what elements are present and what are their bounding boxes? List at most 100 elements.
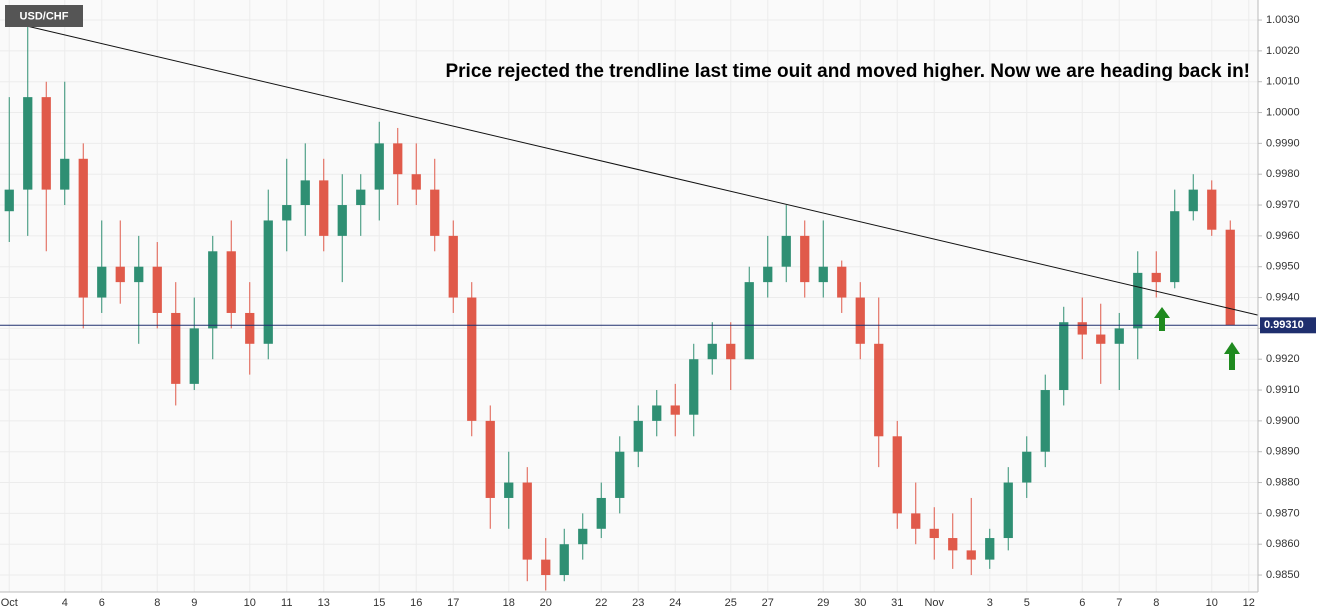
candle-body: [763, 266, 773, 283]
candle-body: [337, 205, 347, 236]
candle-body: [115, 266, 125, 283]
x-tick-label: 31: [891, 597, 903, 609]
x-tick-label: Nov: [924, 597, 944, 609]
candle-body: [929, 528, 939, 539]
y-tick-label: 0.9950: [1266, 261, 1300, 273]
y-tick-label: 1.0000: [1266, 106, 1300, 118]
y-tick-label: 0.9860: [1266, 538, 1300, 550]
candle-body: [855, 297, 865, 344]
candle-body: [97, 266, 107, 298]
candle-body: [1151, 272, 1161, 283]
x-tick-label: 6: [99, 597, 105, 609]
candle-body: [1077, 322, 1087, 335]
x-tick-label: 22: [595, 597, 607, 609]
candle-body: [282, 205, 292, 221]
candle-body: [948, 538, 958, 551]
candle-body: [874, 343, 884, 437]
candle-body: [1225, 229, 1235, 326]
candle-body: [263, 220, 273, 344]
candle-body: [800, 235, 810, 283]
y-tick-label: 0.9850: [1266, 569, 1300, 581]
y-tick-label: 0.9870: [1266, 507, 1300, 519]
candle-body: [319, 180, 329, 236]
grid: [0, 0, 1258, 592]
y-tick-label: 0.9960: [1266, 230, 1300, 242]
candle-body: [1207, 189, 1217, 230]
x-tick-label: 23: [632, 597, 644, 609]
candle-body: [837, 266, 847, 298]
candle-body: [4, 189, 14, 212]
candle-body: [356, 189, 366, 206]
x-tick-label: 16: [410, 597, 422, 609]
x-tick-label: 11: [281, 597, 292, 609]
x-tick-label: 3: [987, 597, 993, 609]
y-tick-label: 1.0020: [1266, 45, 1300, 57]
y-tick-label: 1.0010: [1266, 76, 1300, 88]
candle-body: [1022, 451, 1032, 483]
x-tick-label: 17: [447, 597, 459, 609]
candle-body: [1114, 328, 1124, 344]
candle-body: [245, 312, 255, 344]
trendline: [27, 25, 1259, 316]
candle-body: [189, 328, 199, 384]
candle-body: [615, 451, 625, 498]
candle-body: [78, 158, 88, 298]
candle-body: [707, 343, 717, 360]
candle-body: [300, 180, 310, 206]
y-tick-label: 1.0030: [1266, 14, 1300, 26]
candle-body: [670, 405, 680, 415]
x-tick-label: 8: [154, 597, 160, 609]
x-tick-label: 29: [817, 597, 829, 609]
candle-body: [985, 538, 995, 560]
candle-body: [1059, 322, 1069, 391]
candle-body: [448, 235, 458, 298]
x-tick-label: 15: [373, 597, 385, 609]
x-tick-label: 25: [725, 597, 737, 609]
candle-body: [171, 312, 181, 384]
candle-body: [596, 497, 606, 529]
last-price-label: 0.99310: [1264, 319, 1304, 331]
candle-body: [522, 482, 532, 560]
y-tick-label: 0.9880: [1266, 476, 1300, 488]
candle-body: [892, 436, 902, 514]
arrow-up: [1224, 342, 1240, 370]
candle-body: [485, 420, 495, 498]
candle-body: [1096, 334, 1106, 344]
symbol-badge: [5, 5, 83, 27]
x-tick-label: 10: [1206, 597, 1218, 609]
x-tick-label: 27: [762, 597, 774, 609]
candle-body: [781, 235, 791, 267]
y-tick-label: 0.9890: [1266, 446, 1300, 458]
candle-body: [911, 513, 921, 529]
x-tick-label: 13: [318, 597, 330, 609]
candle-body: [633, 420, 643, 452]
candle-body: [467, 297, 477, 421]
candle-body: [1133, 272, 1143, 329]
y-tick-label: 0.9990: [1266, 137, 1300, 149]
candle-body: [134, 266, 144, 283]
plot-area: [0, 0, 1258, 592]
x-tick-label: 20: [540, 597, 552, 609]
x-tick-label: 4: [62, 597, 68, 609]
candle-body: [504, 482, 514, 498]
candle-body: [23, 97, 33, 190]
x-tick-label: Oct: [1, 597, 18, 609]
candle-body: [226, 251, 236, 313]
candle-body: [411, 174, 421, 190]
candle-body: [578, 528, 588, 545]
candle-body: [60, 158, 70, 190]
annotation: Price rejected the trendline last time o…: [445, 61, 1250, 82]
x-tick-label: 12: [1243, 597, 1255, 609]
y-tick-label: 0.9980: [1266, 168, 1300, 180]
y-tick-label: 0.9910: [1266, 384, 1300, 396]
candle-body: [689, 359, 699, 415]
candle-body: [393, 143, 403, 175]
candle-body: [726, 343, 736, 360]
x-tick-label: 24: [669, 597, 681, 609]
marks: [0, 25, 1259, 591]
chart-title: USD/CHF: [20, 10, 69, 22]
x-tick-label: 9: [191, 597, 197, 609]
x-tick-label: 7: [1116, 597, 1122, 609]
candle-body: [1040, 390, 1050, 452]
